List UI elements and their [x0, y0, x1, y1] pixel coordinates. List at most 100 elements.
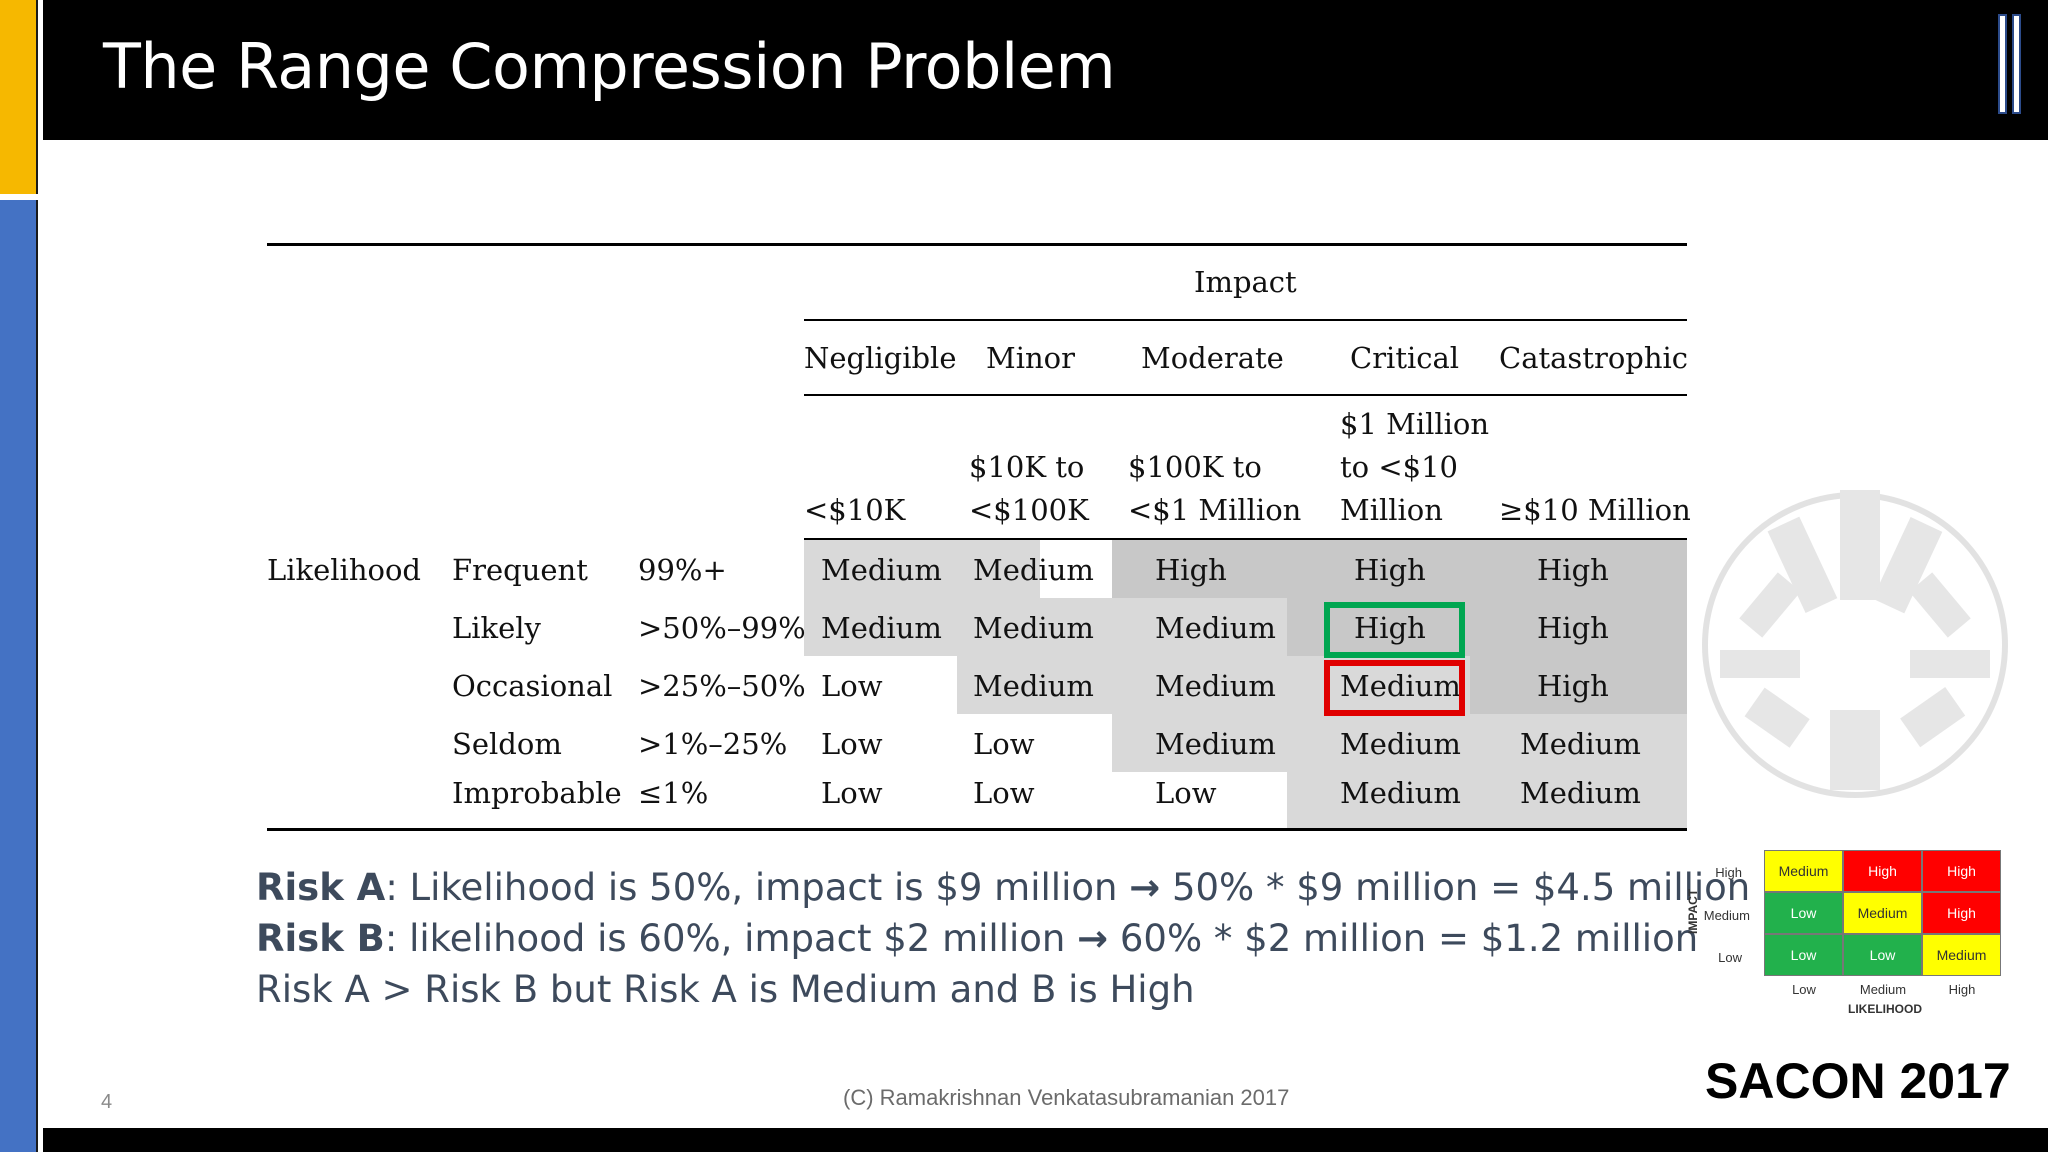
page-number: 4 — [101, 1091, 113, 1113]
row-label: Improbable — [452, 776, 622, 810]
likelihood-axis-label: LIKELIHOOD — [1848, 1002, 1922, 1016]
footer-bar — [43, 1128, 2048, 1152]
impact-category: Minor — [986, 341, 1075, 375]
risk-cell: Medium — [821, 553, 942, 587]
risk-cell: High — [1354, 611, 1426, 645]
risk-cell: Medium — [821, 611, 942, 645]
mini-cell: Low — [1764, 934, 1843, 976]
shade-medium-c4 — [1287, 656, 1470, 828]
row-prob: 99%+ — [638, 553, 727, 587]
impact-range: ≥$10 Million — [1499, 493, 1691, 527]
mini-y-label: High — [1715, 865, 1742, 880]
impact-range: Million — [1340, 493, 1443, 527]
range-rule — [804, 538, 1687, 540]
risk-cell: High — [1155, 553, 1227, 587]
impact-range: <$100K — [969, 493, 1089, 527]
conclusion-line: Risk A > Risk B but Risk A is Medium and… — [256, 968, 1195, 1011]
arrow-right-icon: → — [1077, 917, 1109, 960]
arrow-right-icon: → — [1129, 866, 1161, 909]
risk-cell: High — [1537, 669, 1609, 703]
risk-comparison-text: Risk A: Likelihood is 50%, impact is $9 … — [256, 862, 1750, 1015]
mini-cell: Medium — [1764, 850, 1843, 892]
risk-a-calc: 50% * $9 million = $4.5 million — [1160, 866, 1751, 909]
shade-medium-r1 — [804, 540, 1040, 656]
impact-category: Moderate — [1141, 341, 1284, 375]
risk-b-calc: 60% * $2 million = $1.2 million — [1108, 917, 1699, 960]
risk-cell: Medium — [1520, 776, 1641, 810]
sacon-logo-icon — [1998, 14, 2034, 114]
impact-range: <$1 Million — [1128, 493, 1302, 527]
mini-x-label: High — [1948, 982, 1976, 997]
impact-header: Impact — [1194, 265, 1297, 299]
risk-cell: Low — [1155, 776, 1217, 810]
shade-medium-c3 — [1112, 598, 1287, 772]
table-top-rule — [267, 243, 1687, 246]
risk-cell: Medium — [1340, 727, 1461, 761]
mini-x-label: Low — [1792, 982, 1816, 997]
risk-a-highlight — [1324, 660, 1465, 716]
mini-cell: High — [1922, 892, 2001, 934]
mini-y-label: Medium — [1703, 908, 1750, 923]
impact-category: Catastrophic — [1499, 341, 1689, 375]
mini-x-label: Medium — [1859, 982, 1907, 997]
table-bottom-rule — [267, 828, 1687, 831]
shade-high-c5 — [1470, 598, 1687, 714]
slide-title: The Range Compression Problem — [103, 30, 1116, 103]
risk-cell: High — [1354, 553, 1426, 587]
row-prob: >50%–99% — [638, 611, 806, 645]
impact-range: $10K to — [969, 450, 1085, 484]
row-label: Likely — [452, 611, 541, 645]
impact-range: <$10K — [804, 493, 906, 527]
row-label: Frequent — [452, 553, 588, 587]
title-banner — [43, 0, 2048, 140]
risk-a-label: Risk A — [256, 866, 386, 909]
risk-cell: Low — [821, 776, 883, 810]
risk-cell: Medium — [1520, 727, 1641, 761]
mini-cell: High — [1922, 850, 2001, 892]
impact-rule — [804, 319, 1687, 321]
risk-b-text: : likelihood is 60%, impact $2 million — [384, 917, 1078, 960]
shade-medium-r3 — [957, 656, 1040, 714]
risk-cell: Medium — [1340, 669, 1461, 703]
risk-cell: Medium — [1340, 776, 1461, 810]
risk-cell: Low — [973, 776, 1035, 810]
city-globe-watermark-icon — [1702, 490, 2008, 798]
risk-cell: Low — [821, 669, 883, 703]
row-prob: ≤1% — [638, 776, 709, 810]
risk-b-label: Risk B — [256, 917, 385, 960]
risk-b-line: Risk B: likelihood is 60%, impact $2 mil… — [256, 913, 1750, 964]
mini-cell: Low — [1843, 934, 1922, 976]
impact-range: $1 Million — [1340, 407, 1490, 441]
category-rule — [804, 394, 1687, 396]
risk-matrix-table: Impact Negligible Minor Moderate Critica… — [267, 243, 1691, 833]
shade-medium-c2 — [1040, 598, 1112, 714]
shade-medium-c5 — [1470, 714, 1687, 828]
accent-bar-blue — [0, 200, 38, 1152]
mini-cell: High — [1843, 850, 1922, 892]
row-prob: >1%–25% — [638, 727, 788, 761]
mini-cell: Low — [1764, 892, 1843, 934]
risk-cell: Medium — [973, 553, 1094, 587]
likelihood-header: Likelihood — [267, 553, 421, 587]
risk-a-text: : Likelihood is 50%, impact is $9 millio… — [385, 866, 1130, 909]
accent-bar-yellow — [0, 0, 38, 194]
risk-cell: Medium — [973, 669, 1094, 703]
risk-cell: Medium — [973, 611, 1094, 645]
risk-cell: High — [1537, 553, 1609, 587]
risk-cell: Medium — [1155, 727, 1276, 761]
impact-range: to <$10 — [1340, 450, 1458, 484]
impact-axis-label: IMPACT — [1686, 888, 1700, 934]
risk-cell: Low — [973, 727, 1035, 761]
risk-cell: Medium — [1155, 669, 1276, 703]
risk-cell: Medium — [1155, 611, 1276, 645]
impact-category: Critical — [1350, 341, 1460, 375]
risk-cell: Low — [821, 727, 883, 761]
impact-category: Negligible — [804, 341, 957, 375]
copyright-notice: (C) Ramakrishnan Venkatasubramanian 2017 — [843, 1085, 1290, 1110]
row-label: Seldom — [452, 727, 562, 761]
risk-cell: High — [1537, 611, 1609, 645]
impact-range: $100K to — [1128, 450, 1262, 484]
row-label: Occasional — [452, 669, 613, 703]
shade-high-r1 — [1112, 540, 1687, 598]
risk-a-line: Risk A: Likelihood is 50%, impact is $9 … — [256, 862, 1750, 913]
